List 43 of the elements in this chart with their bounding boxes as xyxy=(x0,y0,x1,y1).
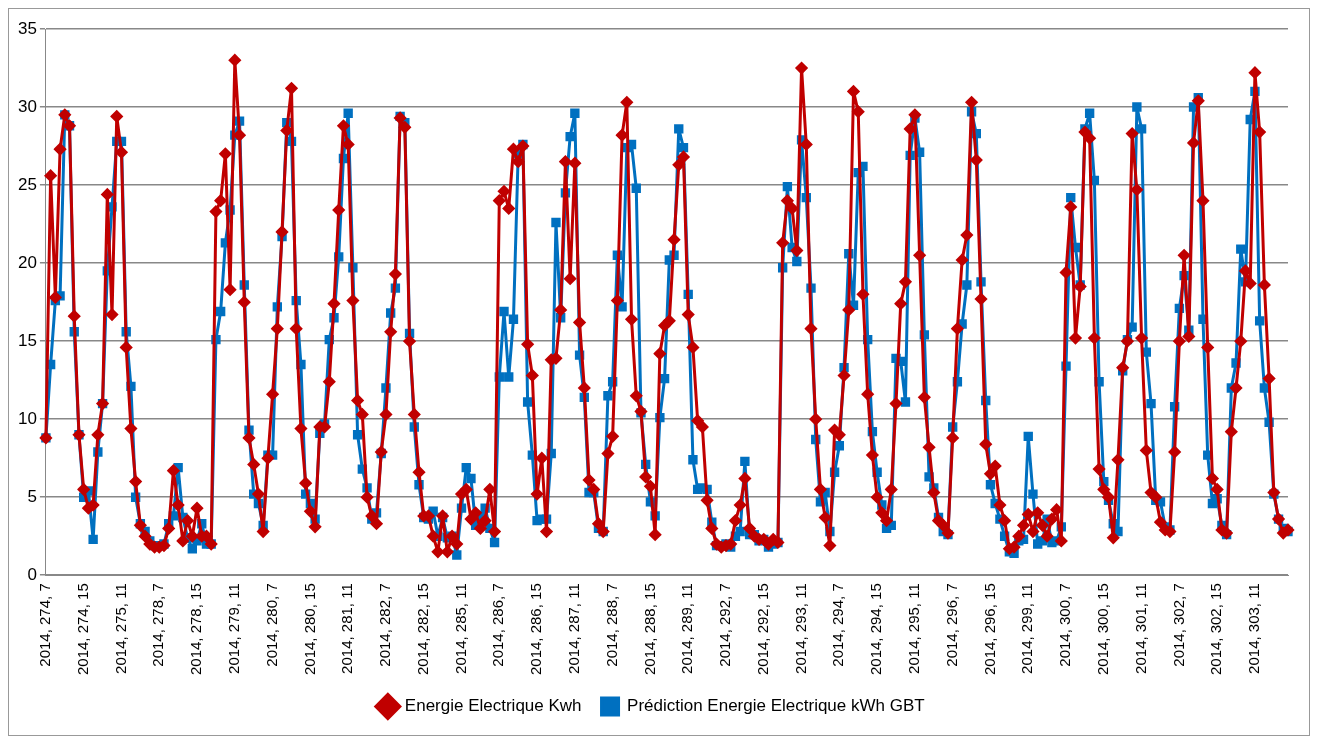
x-tick-label: 2014, 294, 15 xyxy=(867,583,885,676)
x-tick-label: 2014, 282, 15 xyxy=(413,583,431,676)
y-tick-label: 0 xyxy=(27,564,37,584)
x-tick-label: 2014, 280, 7 xyxy=(262,583,280,667)
x-tick-label: 2014, 302, 15 xyxy=(1207,583,1225,676)
x-tick-label: 2014, 279, 11 xyxy=(224,583,242,674)
x-tick-label: 2014, 292, 7 xyxy=(716,583,734,667)
x-tick-label: 2014, 292, 15 xyxy=(753,583,771,676)
x-tick-label: 2014, 302, 7 xyxy=(1169,583,1187,667)
y-tick-label: 30 xyxy=(17,96,37,116)
x-tick-label: 2014, 299, 11 xyxy=(1018,583,1036,674)
x-tick-label: 2014, 282, 7 xyxy=(376,583,394,667)
legend-label: Energie Electrique Kwh xyxy=(404,696,582,716)
x-tick-label: 2014, 281, 11 xyxy=(338,583,356,674)
x-tick-label: 2014, 287, 11 xyxy=(565,583,582,674)
x-tick-label: 2014, 278, 15 xyxy=(187,583,205,676)
x-tick-label: 2014, 286, 15 xyxy=(527,583,545,676)
x-tick-label: 2014, 274, 15 xyxy=(73,583,91,676)
x-tick-label: 2014, 278, 7 xyxy=(149,583,167,667)
x-tick-label: 2014, 300, 7 xyxy=(1056,583,1074,667)
x-tick-label: 2014, 288, 15 xyxy=(640,583,658,676)
x-tick-label: 2014, 295, 11 xyxy=(905,583,923,674)
legend-label: Prédiction Energie Electrique kWh GBT xyxy=(627,696,925,716)
x-tick-label: 2014, 293, 11 xyxy=(791,583,809,674)
x-tick-label: 2014, 300, 15 xyxy=(1093,583,1111,676)
x-tick-label: 2014, 286, 7 xyxy=(489,583,507,667)
x-tick-label: 2014, 301, 11 xyxy=(1131,583,1149,674)
y-tick-label: 10 xyxy=(17,408,37,428)
x-tick-label: 2014, 289, 11 xyxy=(678,583,696,674)
y-tick-label: 25 xyxy=(17,174,37,194)
x-tick-label: 2014, 274, 7 xyxy=(36,583,54,667)
x-tick-label: 2014, 280, 15 xyxy=(300,583,318,676)
x-tick-label: 2014, 296, 15 xyxy=(980,583,998,676)
y-tick-label: 35 xyxy=(17,18,37,38)
x-tick-label: 2014, 285, 11 xyxy=(451,583,469,674)
x-tick-label: 2014, 303, 11 xyxy=(1245,583,1263,674)
y-tick-label: 5 xyxy=(27,486,37,506)
x-tick-label: 2014, 296, 7 xyxy=(942,583,960,667)
x-tick-label: 2014, 275, 11 xyxy=(111,583,129,674)
y-tick-label: 15 xyxy=(17,330,37,350)
x-tick-label: 2014, 288, 7 xyxy=(602,583,620,667)
x-tick-label: 2014, 294, 7 xyxy=(829,583,847,667)
y-tick-label: 20 xyxy=(17,252,37,272)
